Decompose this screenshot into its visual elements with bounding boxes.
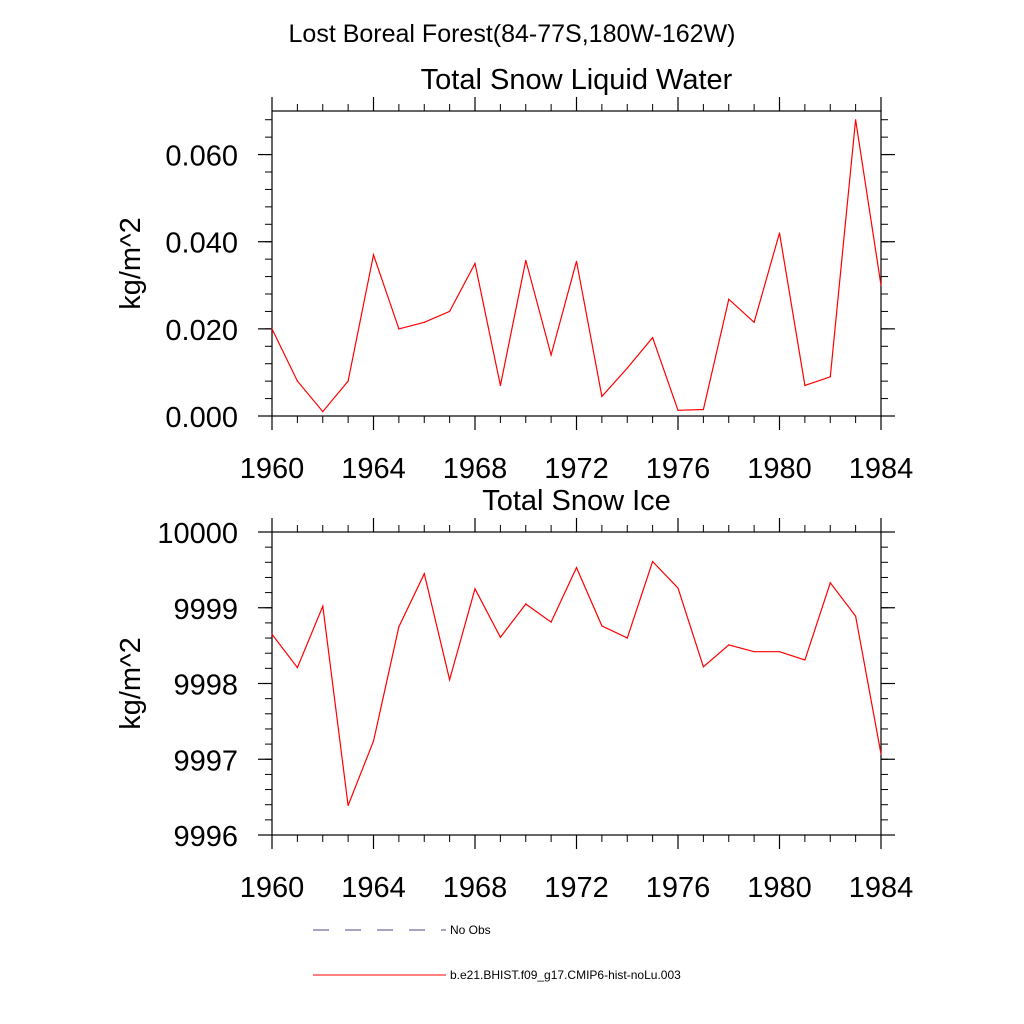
x-tick-label: 1964 bbox=[341, 872, 406, 904]
data-point bbox=[398, 626, 400, 628]
data-point bbox=[474, 588, 476, 590]
data-point bbox=[880, 284, 882, 286]
y-tick-label: 9997 bbox=[173, 745, 238, 777]
data-point bbox=[347, 804, 349, 807]
data-point bbox=[855, 615, 857, 617]
series-line bbox=[271, 560, 882, 806]
data-point bbox=[423, 321, 425, 323]
x-tick-label: 1976 bbox=[646, 872, 711, 904]
y-tick-label: 10000 bbox=[157, 518, 238, 550]
y-tick-label: 0.000 bbox=[165, 402, 238, 434]
data-point bbox=[652, 336, 654, 339]
data-point bbox=[829, 376, 831, 378]
x-tick-label: 1960 bbox=[240, 453, 305, 485]
data-point bbox=[778, 232, 781, 234]
figure-title: Lost Boreal Forest(84-77S,180W-162W) bbox=[289, 20, 736, 48]
y-tick-label: 9996 bbox=[173, 821, 238, 853]
data-point bbox=[449, 310, 451, 313]
data-point bbox=[829, 582, 831, 584]
data-point bbox=[499, 384, 501, 387]
panel-title: Total Snow Ice bbox=[482, 485, 671, 517]
data-point bbox=[575, 260, 578, 262]
series-line bbox=[271, 119, 882, 413]
y-tick-label: 0.060 bbox=[165, 141, 238, 173]
data-point bbox=[575, 567, 578, 569]
legend-item: No Obs bbox=[313, 923, 491, 937]
legend-item: b.e21.BHIST.f09_g17.CMIP6-hist-noLu.003 bbox=[313, 968, 681, 982]
data-point bbox=[347, 380, 349, 382]
y-axis-label: kg/m^2 bbox=[115, 217, 147, 310]
x-tick-label: 1968 bbox=[443, 453, 508, 485]
chart-panels: Total Snow Liquid Water kg/m^2 1960 1964 196… bbox=[115, 64, 913, 904]
legend-label: b.e21.BHIST.f09_g17.CMIP6-hist-noLu.003 bbox=[450, 968, 681, 982]
data-point bbox=[626, 367, 628, 369]
y-tick-label: 0.040 bbox=[165, 228, 238, 260]
data-point bbox=[499, 636, 501, 638]
x-tick-label: 1964 bbox=[341, 453, 406, 485]
data-point bbox=[652, 560, 654, 563]
data-point bbox=[601, 395, 603, 397]
data-point bbox=[677, 587, 679, 589]
x-tick-label: 1980 bbox=[747, 453, 812, 485]
data-point bbox=[804, 659, 806, 661]
x-tick-label: 1972 bbox=[544, 453, 609, 485]
data-point bbox=[728, 644, 730, 646]
x-tick-label: 1984 bbox=[849, 453, 914, 485]
data-point bbox=[753, 651, 755, 653]
data-point bbox=[449, 679, 451, 681]
x-tick-label: 1984 bbox=[849, 872, 914, 904]
y-axis-label: kg/m^2 bbox=[115, 637, 147, 730]
data-point bbox=[423, 573, 425, 575]
data-point bbox=[322, 605, 324, 607]
data-point bbox=[880, 753, 882, 755]
legend-label: No Obs bbox=[450, 923, 491, 937]
legend: No Obs b.e21.BHIST.f09_g17.CMIP6-hist-noL… bbox=[313, 923, 681, 982]
x-tick-label: 1960 bbox=[240, 872, 305, 904]
data-point bbox=[550, 354, 552, 356]
data-point bbox=[474, 262, 476, 265]
data-point bbox=[550, 621, 552, 623]
data-point bbox=[525, 603, 527, 605]
data-point bbox=[702, 408, 704, 411]
data-point bbox=[702, 666, 704, 668]
x-tick-label: 1972 bbox=[544, 872, 609, 904]
y-tick-label: 9999 bbox=[173, 594, 238, 626]
data-point bbox=[626, 637, 628, 639]
data-point bbox=[296, 380, 298, 382]
data-point bbox=[601, 625, 603, 627]
panel-title: Total Snow Liquid Water bbox=[421, 64, 733, 96]
data-point bbox=[677, 409, 679, 411]
data-point bbox=[372, 254, 375, 256]
plot-frame bbox=[271, 531, 882, 836]
data-point bbox=[728, 298, 730, 300]
data-point bbox=[271, 328, 273, 330]
data-point bbox=[271, 633, 273, 635]
y-tick-label: 9998 bbox=[173, 670, 238, 702]
y-tick-label: 0.020 bbox=[165, 315, 238, 347]
data-point bbox=[372, 740, 375, 742]
data-point bbox=[804, 384, 806, 387]
data-point bbox=[296, 666, 298, 669]
data-point bbox=[855, 119, 857, 121]
panel-1: Total Snow Liquid Water kg/m^2 1960 1964 196… bbox=[115, 64, 913, 485]
data-point bbox=[398, 328, 400, 330]
x-tick-label: 1968 bbox=[443, 872, 508, 904]
data-point bbox=[322, 411, 324, 413]
panel-2: Total Snow Ice kg/m^2 1960 1964 1968 1972 1976… bbox=[115, 485, 913, 904]
data-point bbox=[778, 651, 781, 653]
x-tick-label: 1980 bbox=[747, 872, 812, 904]
data-point bbox=[753, 321, 755, 323]
data-point bbox=[525, 259, 527, 262]
x-tick-label: 1976 bbox=[646, 453, 711, 485]
